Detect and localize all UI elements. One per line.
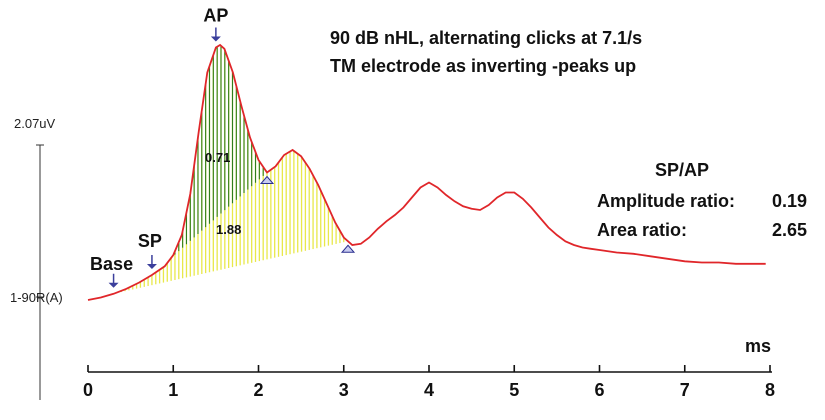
waveform-series (87, 43, 766, 301)
x-tick-label: 8 (765, 380, 775, 400)
area-ratio-value: 2.65 (772, 220, 807, 240)
x-tick-label: 0 (83, 380, 93, 400)
y-scale-top-label: 2.07uV (14, 116, 56, 131)
title-line-1: 90 dB nHL, alternating clicks at 7.1/s (330, 28, 642, 48)
x-axis: 0 1 2 3 4 5 6 7 8 ms (83, 336, 775, 400)
marker-triangle-4 (340, 244, 356, 253)
y-scale-ref-label: 1-90R(A) (10, 290, 63, 305)
x-tick-label: 2 (253, 380, 263, 400)
sp-ap-annotation: SP/AP Amplitude ratio: 0.19 Area ratio: … (597, 160, 807, 240)
x-tick-label: 7 (680, 380, 690, 400)
area-ratio-label: Area ratio: (597, 220, 687, 240)
annotation-heading: SP/AP (655, 160, 709, 180)
x-tick-label: 6 (594, 380, 604, 400)
x-axis-label: ms (745, 336, 771, 356)
marker-triangle-3 (259, 175, 275, 184)
vertical-scale: 2.07uV 1-90R(A) (10, 116, 63, 400)
marker-arrowhead-sp (146, 264, 157, 269)
x-tick-label: 1 (168, 380, 178, 400)
marker-arrowhead-ap (210, 36, 221, 42)
area-green-sp (170, 45, 264, 258)
title-line-2: TM electrode as inverting -peaks up (330, 56, 636, 76)
amplitude-ratio-label: Amplitude ratio: (597, 191, 735, 211)
amplitude-ratio-value: 0.19 (772, 191, 807, 211)
marker-label-sp: SP (138, 231, 162, 251)
x-tick-label: 3 (339, 380, 349, 400)
x-tick-label: 4 (424, 380, 434, 400)
marker-label-base: Base (90, 254, 133, 274)
marker-label-ap: AP (203, 6, 228, 26)
area-label-yellow: 1.88 (216, 222, 241, 237)
x-tick-label: 5 (509, 380, 519, 400)
marker-arrowhead-base (108, 282, 119, 288)
area-label-green: 0.71 (205, 150, 230, 165)
